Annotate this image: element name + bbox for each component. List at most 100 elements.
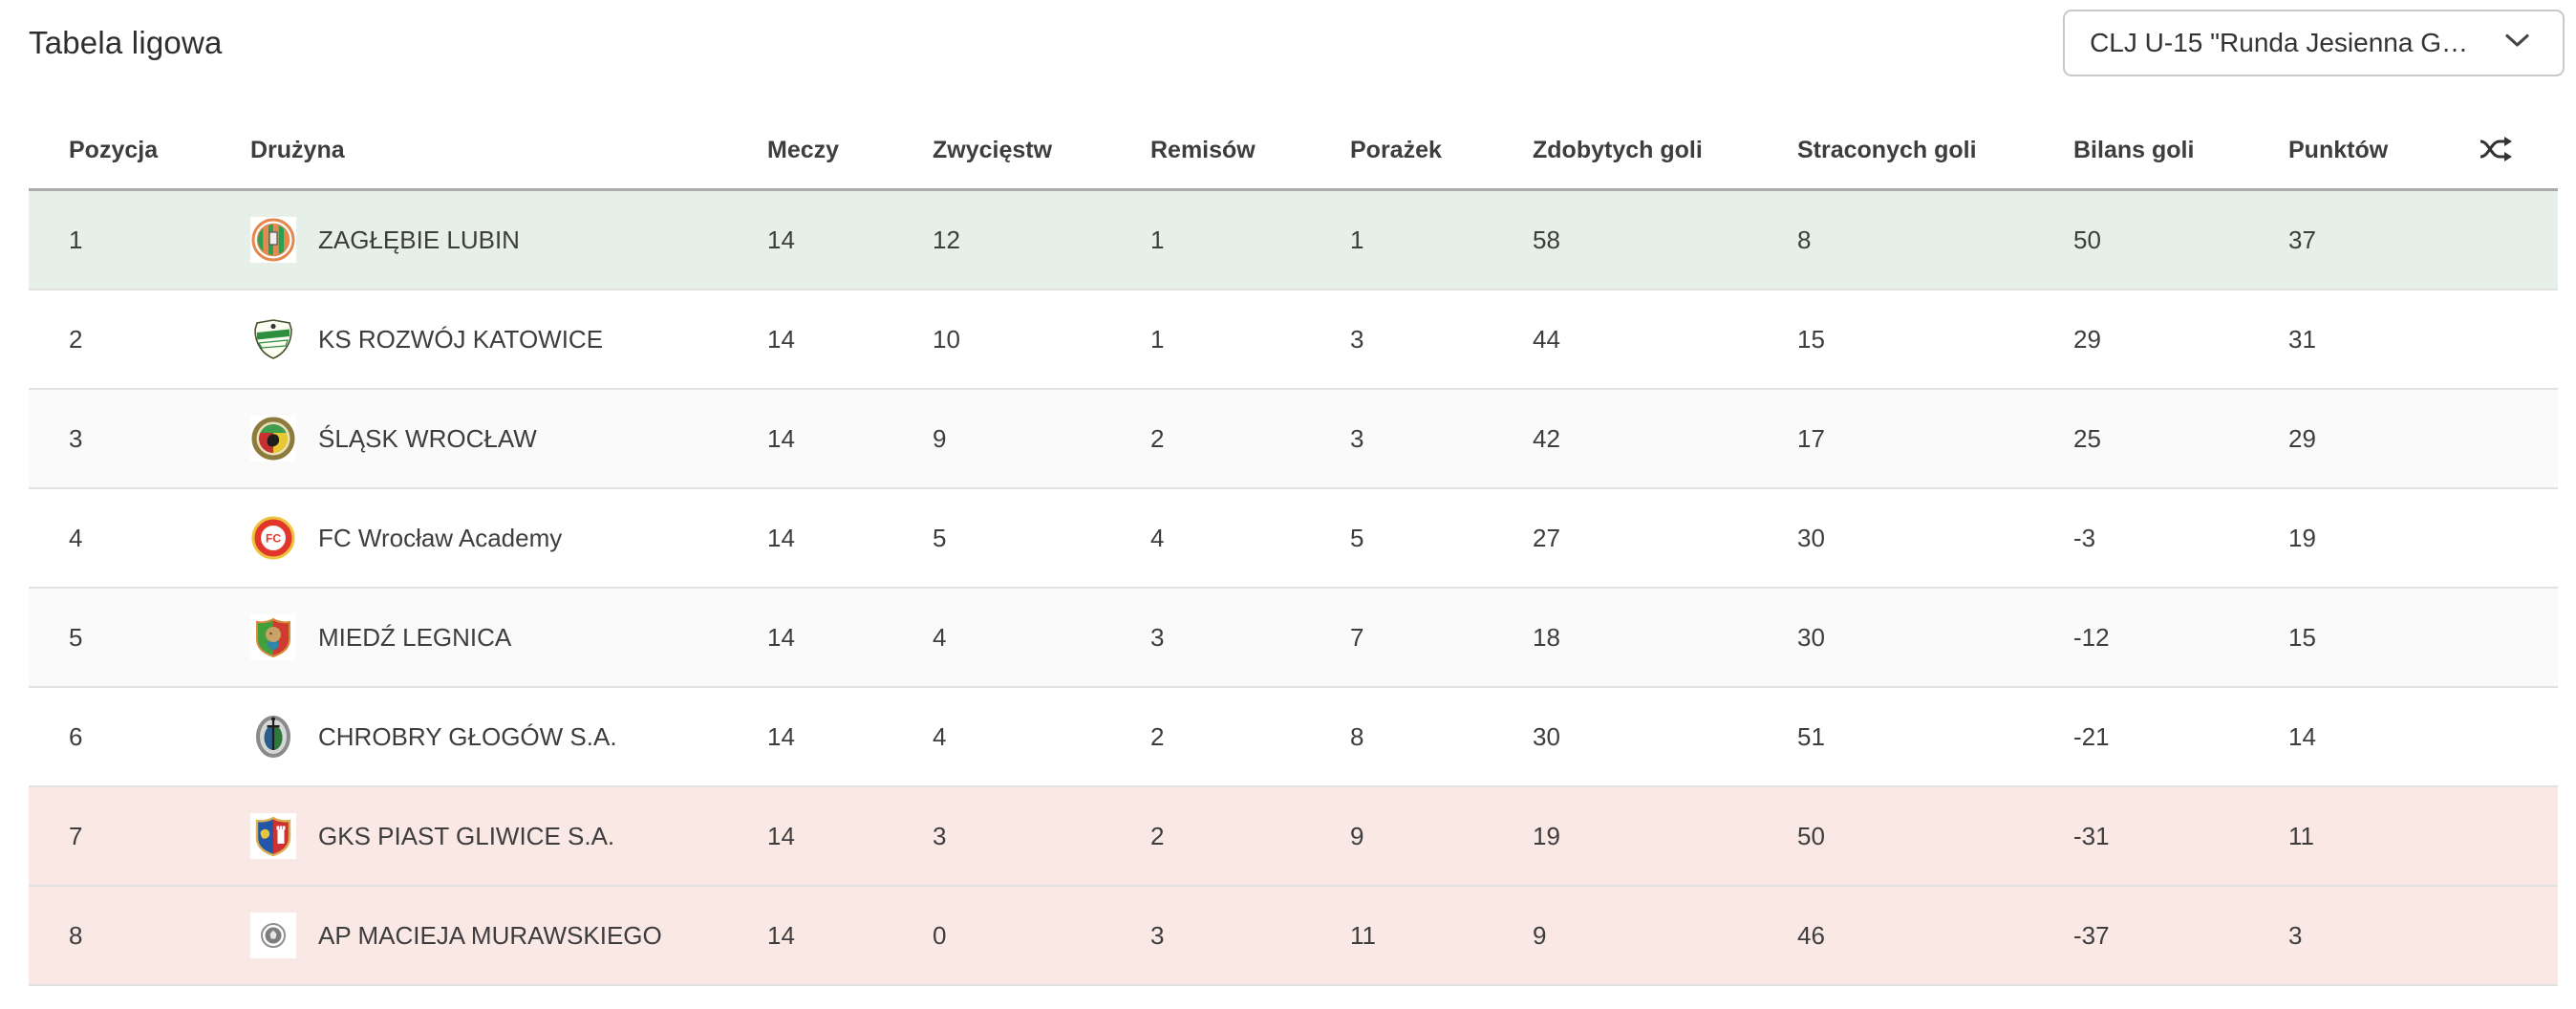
cell-pozycja: 8 bbox=[29, 885, 250, 986]
cell-porazek: 11 bbox=[1350, 885, 1533, 986]
cell-bilans: 25 bbox=[2073, 388, 2288, 488]
cell-remisow: 4 bbox=[1150, 487, 1350, 588]
table-row: 7 bbox=[29, 785, 2558, 886]
table-row: 3 bbox=[29, 388, 2558, 488]
cell-stracone: 15 bbox=[1797, 289, 2073, 389]
team-name: KS ROZWÓJ KATOWICE bbox=[318, 324, 604, 354]
table-row: 4 FC FC Wrocław Academy bbox=[29, 487, 2558, 588]
cell-punkty: 19 bbox=[2288, 487, 2477, 588]
cell-team: KS ROZWÓJ KATOWICE bbox=[250, 289, 767, 389]
shuffle-icon[interactable] bbox=[2477, 130, 2515, 168]
table-header-row: Pozycja Drużyna Meczy Zwycięstw Remisów … bbox=[29, 112, 2558, 191]
cell-zdobyte: 27 bbox=[1533, 487, 1797, 588]
cell-stracone: 8 bbox=[1797, 189, 2073, 290]
cell-porazek: 7 bbox=[1350, 587, 1533, 687]
col-header-bilans-goli: Bilans goli bbox=[2073, 112, 2288, 191]
team-name: ŚLĄSK WROCŁAW bbox=[318, 423, 537, 453]
col-header-shuffle bbox=[2477, 112, 2558, 191]
cell-bilans: -31 bbox=[2073, 785, 2288, 886]
table-row: 6 bbox=[29, 686, 2558, 786]
cell-meczy: 14 bbox=[767, 388, 933, 488]
cell-team: MIEDŹ LEGNICA bbox=[250, 587, 767, 687]
cell-meczy: 14 bbox=[767, 686, 933, 786]
page-title: Tabela ligowa bbox=[29, 25, 223, 60]
cell-zwyciestw: 3 bbox=[933, 785, 1150, 886]
chrobry-glogow-crest-icon bbox=[250, 714, 296, 760]
cell-meczy: 14 bbox=[767, 487, 933, 588]
cell-remisow: 3 bbox=[1150, 587, 1350, 687]
miedz-legnica-crest-icon bbox=[250, 614, 296, 660]
cell-actions bbox=[2477, 587, 2558, 687]
cell-bilans: 50 bbox=[2073, 189, 2288, 290]
cell-team: GKS PIAST GLIWICE S.A. bbox=[250, 785, 767, 886]
col-header-straconych-goli: Straconych goli bbox=[1797, 112, 2073, 191]
cell-meczy: 14 bbox=[767, 189, 933, 290]
cell-pozycja: 6 bbox=[29, 686, 250, 786]
cell-remisow: 2 bbox=[1150, 785, 1350, 886]
cell-actions bbox=[2477, 289, 2558, 389]
cell-zwyciestw: 10 bbox=[933, 289, 1150, 389]
cell-remisow: 1 bbox=[1150, 189, 1350, 290]
cell-stracone: 17 bbox=[1797, 388, 2073, 488]
chevron-down-icon bbox=[2504, 32, 2530, 54]
cell-punkty: 3 bbox=[2288, 885, 2477, 986]
slask-wroclaw-crest-icon bbox=[250, 416, 296, 462]
team-name: MIEDŹ LEGNICA bbox=[318, 622, 512, 652]
cell-pozycja: 1 bbox=[29, 189, 250, 290]
cell-remisow: 2 bbox=[1150, 686, 1350, 786]
col-header-meczy: Meczy bbox=[767, 112, 933, 191]
cell-pozycja: 4 bbox=[29, 487, 250, 588]
cell-stracone: 51 bbox=[1797, 686, 2073, 786]
fc-wroclaw-academy-crest-icon: FC bbox=[250, 515, 296, 561]
cell-pozycja: 2 bbox=[29, 289, 250, 389]
cell-bilans: 29 bbox=[2073, 289, 2288, 389]
col-header-porazek: Porażek bbox=[1350, 112, 1533, 191]
col-header-zdobytych-goli: Zdobytych goli bbox=[1533, 112, 1797, 191]
cell-porazek: 9 bbox=[1350, 785, 1533, 886]
topbar: Tabela ligowa CLJ U-15 "Runda Jesienna G… bbox=[0, 0, 2576, 76]
cell-zwyciestw: 5 bbox=[933, 487, 1150, 588]
team-name: CHROBRY GŁOGÓW S.A. bbox=[318, 721, 617, 751]
cell-team: AP MACIEJA MURAWSKIEGO bbox=[250, 885, 767, 986]
col-header-remisow: Remisów bbox=[1150, 112, 1350, 191]
cell-team: FC FC Wrocław Academy bbox=[250, 487, 767, 588]
zaglebie-lubin-crest-icon bbox=[250, 217, 296, 263]
cell-porazek: 5 bbox=[1350, 487, 1533, 588]
cell-zwyciestw: 12 bbox=[933, 189, 1150, 290]
cell-zdobyte: 18 bbox=[1533, 587, 1797, 687]
cell-stracone: 30 bbox=[1797, 487, 2073, 588]
cell-punkty: 15 bbox=[2288, 587, 2477, 687]
ap-macieja-murawskiego-crest-icon bbox=[250, 912, 296, 958]
team-name: AP MACIEJA MURAWSKIEGO bbox=[318, 920, 662, 950]
cell-porazek: 3 bbox=[1350, 289, 1533, 389]
cell-actions bbox=[2477, 686, 2558, 786]
cell-zdobyte: 30 bbox=[1533, 686, 1797, 786]
table-row: 5 bbox=[29, 587, 2558, 687]
cell-pozycja: 7 bbox=[29, 785, 250, 886]
cell-punkty: 37 bbox=[2288, 189, 2477, 290]
cell-bilans: -21 bbox=[2073, 686, 2288, 786]
rozwoj-katowice-crest-icon bbox=[250, 316, 296, 362]
cell-bilans: -12 bbox=[2073, 587, 2288, 687]
table-row: 1 bbox=[29, 189, 2558, 290]
cell-meczy: 14 bbox=[767, 587, 933, 687]
svg-text:FC: FC bbox=[266, 532, 281, 546]
cell-zdobyte: 58 bbox=[1533, 189, 1797, 290]
cell-actions bbox=[2477, 388, 2558, 488]
cell-stracone: 46 bbox=[1797, 885, 2073, 986]
cell-zwyciestw: 4 bbox=[933, 686, 1150, 786]
cell-punkty: 29 bbox=[2288, 388, 2477, 488]
cell-porazek: 1 bbox=[1350, 189, 1533, 290]
cell-zwyciestw: 0 bbox=[933, 885, 1150, 986]
cell-punkty: 31 bbox=[2288, 289, 2477, 389]
piast-gliwice-crest-icon bbox=[250, 813, 296, 859]
cell-remisow: 3 bbox=[1150, 885, 1350, 986]
cell-porazek: 8 bbox=[1350, 686, 1533, 786]
col-header-pozycja: Pozycja bbox=[29, 112, 250, 191]
cell-team: ZAGŁĘBIE LUBIN bbox=[250, 189, 767, 290]
cell-remisow: 2 bbox=[1150, 388, 1350, 488]
cell-stracone: 30 bbox=[1797, 587, 2073, 687]
season-select[interactable]: CLJ U-15 "Runda Jesienna G… bbox=[2063, 10, 2565, 76]
col-header-zwyciestw: Zwycięstw bbox=[933, 112, 1150, 191]
